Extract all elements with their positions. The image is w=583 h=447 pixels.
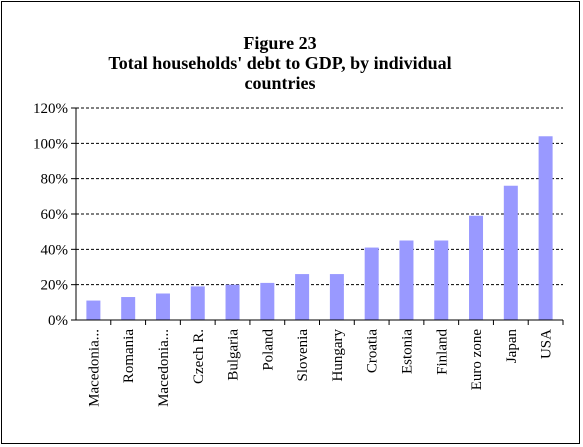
x-category-label: Finland xyxy=(434,329,450,375)
bar xyxy=(538,136,553,320)
bar xyxy=(503,185,518,320)
bars-group xyxy=(86,136,553,320)
bar xyxy=(364,247,379,320)
y-tick-label: 60% xyxy=(41,207,69,223)
chart-title-line-1: Figure 23 xyxy=(243,33,317,53)
x-category-label: Euro zone xyxy=(469,329,485,391)
x-category-label: Hungary xyxy=(330,329,346,382)
x-category-label: Japan xyxy=(504,329,520,364)
bar xyxy=(469,215,484,320)
bar xyxy=(121,297,136,320)
x-category-label: Czech R. xyxy=(191,329,207,384)
x-category-label: Poland xyxy=(260,329,276,371)
bar xyxy=(399,240,414,320)
x-category-label: Estonia xyxy=(399,329,415,374)
x-category-label: Macedonia... xyxy=(86,329,102,407)
x-category-label: Macedonia... xyxy=(156,329,172,407)
chart-title-line-3: countries xyxy=(244,73,316,93)
gridlines xyxy=(76,107,563,286)
bar xyxy=(434,240,449,320)
x-category-label: Romania xyxy=(121,329,137,383)
y-tick-label: 20% xyxy=(41,278,69,294)
y-tick-label: 40% xyxy=(41,242,69,258)
bar xyxy=(295,274,310,320)
y-tick-label: 0% xyxy=(48,313,68,329)
bar xyxy=(155,293,170,320)
x-category-label: USA xyxy=(539,329,555,359)
y-tick-label: 100% xyxy=(33,136,68,152)
x-category-label: Croatia xyxy=(365,329,381,373)
bar xyxy=(260,282,275,320)
bar xyxy=(190,286,205,320)
bar xyxy=(225,284,240,320)
x-category-label: Slovenia xyxy=(295,329,311,382)
bar xyxy=(329,274,344,320)
y-tick-label: 80% xyxy=(41,172,69,188)
x-category-label: Bulgaria xyxy=(226,329,242,381)
y-tick-label: 120% xyxy=(33,101,68,117)
y-tick-labels: 0% 20% 40% 60% 80% 100% 120% xyxy=(33,101,76,329)
chart-title-line-2: Total households' debt to GDP, by indivi… xyxy=(108,53,452,73)
axes xyxy=(75,108,563,321)
x-category-labels: Macedonia... Romania Macedonia... Czech R. B… xyxy=(86,320,564,407)
bar xyxy=(86,300,101,320)
